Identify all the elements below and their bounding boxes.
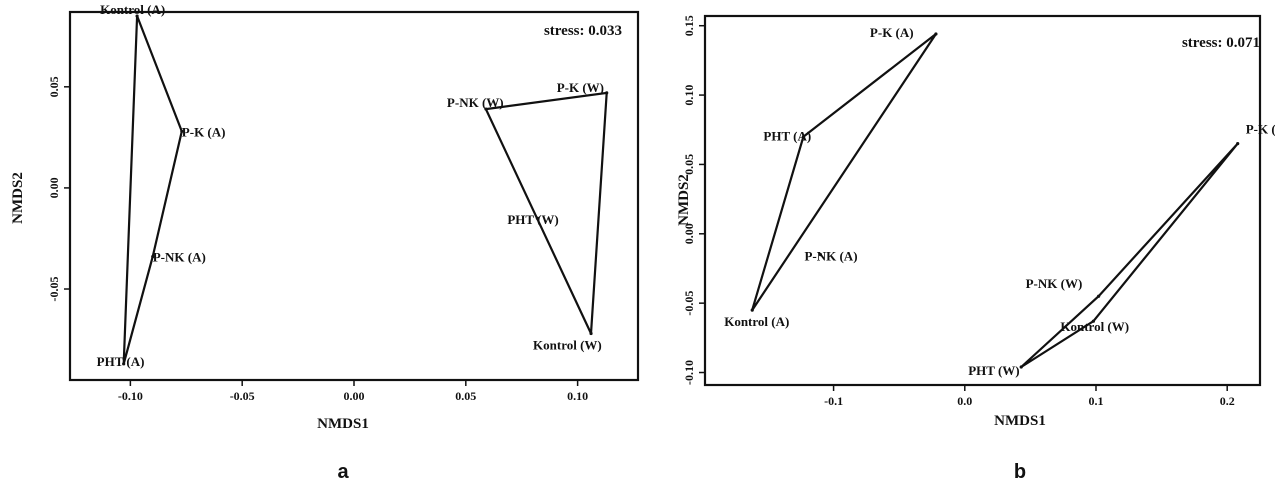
y-tick-label: 0.00 xyxy=(47,177,61,198)
x-tick-label: 0.05 xyxy=(455,389,476,403)
point-label-p-k-a: P-K (A) xyxy=(870,25,914,40)
point-p-k-w xyxy=(1236,142,1240,146)
y-tick-label: -0.05 xyxy=(682,291,696,316)
point-kontrol-w xyxy=(1091,319,1095,323)
point-p-k-w xyxy=(605,91,609,95)
x-tick-label: 0.00 xyxy=(344,389,365,403)
x-tick-label: 0.0 xyxy=(957,394,972,408)
point-label-pht-a: PHT (A) xyxy=(763,129,811,144)
x-tick-label: 0.10 xyxy=(567,389,588,403)
stress-annotation: stress: 0.071 xyxy=(1182,35,1260,51)
point-label-kontrol-w: Kontrol (W) xyxy=(1060,319,1129,334)
y-tick-label: 0.15 xyxy=(682,15,696,36)
y-tick-label: 0.05 xyxy=(682,154,696,175)
y-axis-title: NMDS2 xyxy=(10,172,26,224)
y-tick-label: 0.00 xyxy=(682,223,696,244)
point-p-k-a xyxy=(180,129,184,133)
point-p-nk-a xyxy=(151,255,155,259)
stress-annotation: stress: 0.033 xyxy=(544,23,622,39)
point-pht-a xyxy=(801,135,806,139)
point-kontrol-a xyxy=(750,308,754,312)
point-label-pht-a: PHT (A) xyxy=(97,354,145,369)
x-tick-label: 0.1 xyxy=(1088,394,1103,408)
y-axis-title: NMDS2 xyxy=(676,174,692,226)
x-axis-title: NMDS1 xyxy=(317,416,369,432)
x-tick-label: 0.2 xyxy=(1220,394,1235,408)
x-tick-label: -0.10 xyxy=(118,389,143,403)
panel-label: a xyxy=(337,461,349,482)
y-tick-label: 0.05 xyxy=(47,76,61,97)
point-p-nk-a xyxy=(818,253,823,257)
point-label-p-k-w: P-K (W) xyxy=(557,80,604,95)
y-tick-label: -0.10 xyxy=(682,360,696,385)
hull-polygon xyxy=(122,15,183,365)
panel-label: b xyxy=(1014,461,1026,482)
point-p-nk-w xyxy=(484,107,488,111)
point-label-kontrol-a: Kontrol (A) xyxy=(724,314,789,329)
hull-polygon xyxy=(1020,142,1239,368)
y-tick-label: 0.10 xyxy=(682,85,696,106)
point-pht-w xyxy=(535,216,539,220)
plot-frame xyxy=(703,14,1262,387)
point-label-p-k-w: P-K (W) xyxy=(1246,122,1275,137)
point-pht-w xyxy=(1019,365,1023,369)
y-tick-label: -0.05 xyxy=(47,277,61,302)
point-pht-a xyxy=(122,362,126,366)
point-label-p-nk-w: P-NK (W) xyxy=(1026,276,1083,291)
point-label-kontrol-w: Kontrol (W) xyxy=(533,337,602,352)
x-tick-label: -0.1 xyxy=(824,394,843,408)
x-axis-title: NMDS1 xyxy=(994,413,1046,429)
point-label-pht-w: PHT (W) xyxy=(968,363,1019,378)
point-p-nk-w xyxy=(1097,294,1101,298)
hull-polygon xyxy=(751,33,937,311)
point-label-p-nk-a: P-NK (A) xyxy=(804,249,857,264)
point-label-p-nk-w: P-NK (W) xyxy=(447,95,504,110)
chart-panel-a: -0.10 -0.05 0.00 0.05 0.10 -0.05 0.00 0.05 NMDS1… xyxy=(10,2,640,483)
point-label-p-k-a: P-K (A) xyxy=(182,124,226,139)
point-label-pht-w: PHT (W) xyxy=(507,212,558,227)
point-kontrol-a xyxy=(135,14,139,18)
point-label-kontrol-a: Kontrol (A) xyxy=(100,2,165,17)
plot-frame xyxy=(68,10,640,382)
point-p-k-a xyxy=(934,32,938,36)
hull-polygon xyxy=(484,91,608,334)
chart-panel-b: -0.1 0.0 0.1 0.2 -0.10 -0.05 0.00 0.05 0.10 0.15 N… xyxy=(676,14,1275,483)
x-tick-label: -0.05 xyxy=(230,389,255,403)
point-label-p-nk-a: P-NK (A) xyxy=(153,250,206,265)
point-kontrol-w xyxy=(589,331,593,336)
